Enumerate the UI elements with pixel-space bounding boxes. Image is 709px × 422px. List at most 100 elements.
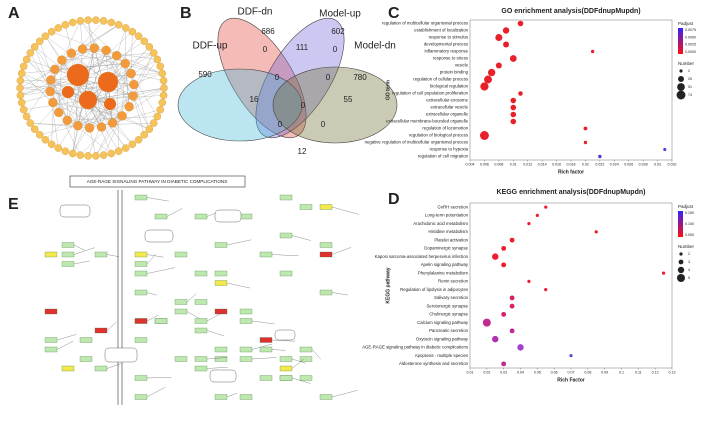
pathway-arrow [251, 357, 277, 360]
network-node [153, 55, 162, 64]
gene-box [61, 242, 75, 248]
legend-dot [677, 266, 685, 274]
network-edge [95, 115, 123, 156]
y-tick-label: inflammatory response [425, 49, 469, 54]
network-edge [39, 125, 78, 135]
pathway-arrow [106, 363, 122, 369]
network-node [112, 50, 122, 61]
network-edge [50, 48, 83, 81]
gene-box [44, 251, 58, 258]
gene-box [279, 375, 293, 381]
venn-set-label: DDF-dn [237, 7, 272, 18]
y-tick-label: developmental process [424, 42, 468, 47]
gene-box [174, 356, 188, 362]
x-tick-label: 0.024 [610, 162, 619, 166]
pathway-arrow [206, 330, 224, 337]
y-tick-label: regulation of cell migration [418, 154, 469, 159]
x-tick-label: 0.11 [635, 370, 642, 374]
panel-label: E [8, 196, 19, 213]
legend-title: Number [678, 244, 695, 249]
x-tick-label: 0.032 [668, 162, 677, 166]
pathway-arrow [146, 254, 164, 258]
pathway-arrow [146, 387, 166, 398]
dot [583, 126, 588, 131]
network-node [35, 37, 44, 45]
network-edge [133, 52, 154, 97]
gene-box [319, 394, 333, 400]
network-node [158, 69, 167, 78]
y-tick-label: establishment of localization [414, 28, 468, 33]
plot-frame [469, 19, 673, 161]
network-node [35, 131, 44, 139]
venn-count: 780 [353, 73, 367, 82]
gene-box [94, 365, 108, 372]
network-edge [122, 115, 150, 130]
y-tick-label: negative regulation of multicellular org… [365, 140, 468, 145]
pathway-arrow [226, 393, 238, 398]
network-edge [50, 79, 79, 126]
x-tick-label: 0.06 [551, 370, 558, 374]
process-box [274, 329, 296, 341]
y-tick-label: GnRH secretion [437, 204, 468, 209]
gene-box [44, 346, 58, 353]
pathway-arrow [271, 254, 299, 257]
legend-tick-label: 0.0000 [685, 50, 696, 54]
gene-box [299, 375, 313, 381]
legend-tick-label: 51 [688, 85, 692, 89]
y-tick-label: Phenylalanine metabolism [418, 270, 469, 275]
network-node [46, 75, 56, 85]
network-node [54, 107, 64, 118]
gene-box [174, 251, 188, 258]
network-node [76, 17, 85, 25]
gene-box [79, 356, 93, 362]
gene-box [299, 204, 313, 210]
network-node [17, 98, 26, 107]
pathway-arrow [206, 367, 228, 369]
dot [503, 41, 510, 48]
x-tick-label: 0.02 [483, 370, 490, 374]
network-edge [45, 36, 109, 83]
network-node [54, 24, 63, 32]
gene-box [79, 337, 93, 343]
pathway-arrow [146, 267, 175, 274]
dot [663, 147, 667, 152]
network-edge [20, 80, 123, 117]
gene-box [299, 356, 313, 362]
pathway-arrow [311, 349, 321, 360]
process-box [104, 347, 138, 363]
gene-box [134, 251, 148, 258]
y-axis-title: KEGG pathway [385, 267, 391, 303]
network-edge [61, 20, 81, 61]
gene-box [174, 299, 188, 305]
network-node [92, 152, 100, 160]
network-node [107, 118, 118, 128]
gene-box [279, 365, 293, 372]
network-edge [77, 95, 134, 126]
network-node [114, 147, 123, 155]
dot [594, 230, 598, 234]
y-tick-label: Serotonergic synapse [426, 303, 468, 308]
x-tick-label: 0.12 [652, 370, 659, 374]
venn-count: 590 [198, 70, 212, 79]
y-tick-label: response to stress [433, 56, 468, 61]
network-node [120, 58, 130, 69]
pathway-arrow [146, 377, 172, 379]
x-tick-label: 0.022 [595, 162, 604, 166]
y-tick-label: Long-term potentiation [425, 213, 469, 218]
network-node [149, 119, 158, 127]
venn-set [255, 17, 345, 139]
network-node [26, 49, 35, 57]
legend-tick-label: 3 [688, 260, 690, 264]
gene-box [214, 356, 228, 362]
network-node [159, 76, 168, 85]
pathway-arrow [226, 239, 252, 246]
network-edge [71, 53, 163, 74]
network-edge [112, 109, 161, 123]
pathway-arrow [73, 260, 90, 265]
network-node [134, 136, 143, 144]
network-edge [19, 81, 109, 89]
network-node [84, 123, 95, 133]
dot [517, 20, 524, 27]
network-node [126, 68, 136, 79]
pathway-arrow [271, 349, 286, 351]
